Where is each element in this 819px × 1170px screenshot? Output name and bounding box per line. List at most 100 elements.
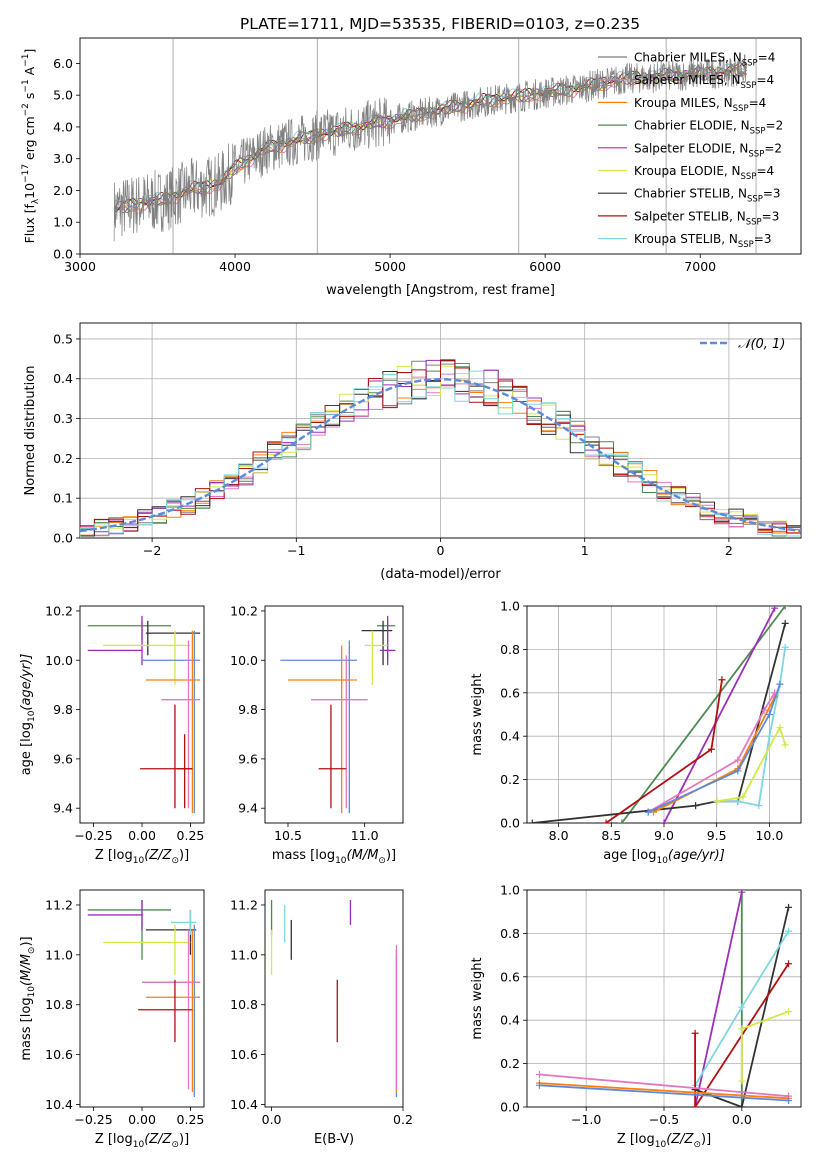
y-axis-label: mass [log10(M/M⊙)]	[19, 936, 37, 1060]
axes-frame	[79, 322, 802, 539]
y-tick-label: 0.0	[500, 816, 520, 831]
y-tick-label: 0.6	[500, 685, 520, 700]
weight-series-line	[716, 725, 787, 803]
x-label-sub: 10	[133, 856, 145, 866]
weight-series-line	[647, 683, 781, 813]
y-label-part: )]	[19, 936, 34, 946]
legend-text: Chabrier STELIB, N	[634, 187, 747, 201]
weight-marker	[776, 724, 784, 732]
axes-frame	[264, 605, 404, 824]
y-tick-label: 0.0	[53, 531, 73, 546]
y-tick-label: 1.0	[53, 215, 73, 230]
y-tick-label: 10.8	[230, 997, 258, 1012]
weight-vs-age-lines	[528, 606, 789, 823]
error-bar-point	[87, 620, 172, 641]
mass-vs-Z-errorbars	[87, 899, 201, 1098]
y-tick-label: 0.0	[53, 247, 73, 262]
y-label-part: −2	[21, 103, 31, 116]
x-label-sub: 10	[656, 856, 668, 866]
x-tick-label: 0.00	[128, 828, 156, 843]
legend-text: Chabrier MILES, N	[634, 51, 742, 65]
y-label-part: 10	[22, 183, 37, 199]
weight-series-line	[539, 1073, 789, 1098]
legend-sub: SSP	[742, 59, 758, 69]
y-tick-label: 0.1	[53, 491, 73, 506]
x-tick-label: 10.5	[274, 828, 302, 843]
legend-entry: 𝒩(0, 1)	[738, 337, 785, 352]
x-tick-label: 4000	[219, 259, 251, 274]
y-tick-label: 0.8	[500, 926, 520, 941]
weight-series-line	[539, 1084, 789, 1102]
x-tick-label: 0.0	[732, 1112, 752, 1127]
axes-frame	[79, 605, 205, 824]
legend-entry: Salpeter ELODIE, NSSP=2	[634, 141, 782, 159]
error-bar-point	[103, 924, 191, 975]
error-bar-point	[142, 924, 201, 1098]
weight-vs-age-axes: 8.0 8.5 9.0 9.5 10.0 0.0 0.2 0.4 0.6 0.8 1.0 age [l…	[470, 599, 802, 866]
x-axis-label: Z [log10(Z/Z⊙)]	[617, 1132, 711, 1150]
y-label-sub: 10	[27, 986, 37, 998]
x-axis-label: (data-model)/error	[380, 567, 501, 582]
y-tick-label: 9.8	[238, 702, 258, 717]
y-tick-label: 9.6	[238, 751, 258, 766]
y-label-part: age [log	[19, 722, 34, 775]
y-tick-label: 0.2	[53, 451, 73, 466]
weight-marker	[785, 927, 793, 935]
y-label-sub: ⊙	[27, 947, 37, 955]
y-tick-label: 0.0	[500, 1100, 520, 1115]
x-label-part: Z [log	[95, 1132, 133, 1147]
weight-marker	[528, 819, 536, 823]
y-tick-label: 5.0	[53, 88, 73, 103]
x-axis-label: Z [log10(Z/Z⊙)]	[95, 848, 189, 866]
y-tick-label: 9.4	[238, 801, 258, 816]
age-vs-mass-errorbars	[280, 615, 396, 814]
legend-text: Kroupa STELIB, N	[634, 232, 738, 246]
y-tick-label: 0.6	[500, 969, 520, 984]
weight-marker	[781, 619, 789, 627]
y-label-part: (M/M	[19, 954, 34, 986]
x-tick-label: 2	[725, 543, 733, 558]
legend-sub: SSP	[741, 81, 757, 91]
legend-text: =2	[764, 141, 782, 155]
weight-marker	[707, 745, 715, 753]
legend-entry: Kroupa ELODIE, NSSP=4	[634, 164, 774, 182]
error-bar-point	[161, 640, 201, 809]
error-bar-point	[176, 734, 193, 809]
y-tick-label: 0.4	[500, 729, 520, 744]
legend-sub: SSP	[741, 172, 757, 182]
x-label-part: (Z/Z	[144, 1132, 172, 1147]
weight-marker	[738, 1025, 746, 1033]
y-tick-label: 1.0	[500, 883, 520, 898]
y-tick-label: 0.3	[53, 411, 73, 426]
y-tick-label: 9.6	[53, 751, 73, 766]
y-label-part: A	[22, 66, 37, 79]
mass-vs-EBV-axes: 0.0 0.2 10.4 10.6 10.8 11.0 11.2 E(B-V)	[230, 889, 413, 1147]
y-label-part: ]	[22, 49, 37, 54]
x-label-sub: ⊙	[171, 856, 179, 866]
figure-title: PLATE=1711, MJD=53535, FIBERID=0103, z=0…	[240, 15, 640, 33]
y-tick-label: 11.0	[45, 947, 73, 962]
weight-marker	[755, 802, 763, 810]
weight-marker	[738, 1077, 746, 1085]
legend-text: =4	[756, 73, 774, 87]
y-tick-label: 10.6	[45, 1047, 73, 1062]
weight-series-line	[663, 607, 776, 823]
x-tick-label: 11.0	[351, 828, 379, 843]
weight-marker	[738, 1003, 746, 1011]
x-tick-label: 9.5	[707, 828, 727, 843]
legend-text: =4	[758, 51, 776, 65]
spectrum-axes: 3000 4000 5000 6000 7000 0.0 1.0 2.0 3.0 4.0 5.0 6.…	[21, 37, 802, 298]
legend-text: Salpeter STELIB, N	[634, 209, 746, 223]
y-tick-label: 10.0	[45, 653, 73, 668]
weight-marker	[776, 680, 784, 688]
gaussian-curve	[80, 377, 801, 533]
legend-entry: Chabrier ELODIE, NSSP=2	[634, 119, 783, 137]
x-label-sub: ⊙	[171, 1140, 179, 1150]
weight-series-line	[539, 1082, 789, 1100]
weight-marker	[785, 903, 793, 911]
weight-marker	[771, 606, 779, 612]
error-bar-point	[87, 615, 143, 666]
x-axis-label: wavelength [Angstrom, rest frame]	[326, 283, 555, 298]
legend-entry: Chabrier MILES, NSSP=4	[634, 51, 775, 69]
